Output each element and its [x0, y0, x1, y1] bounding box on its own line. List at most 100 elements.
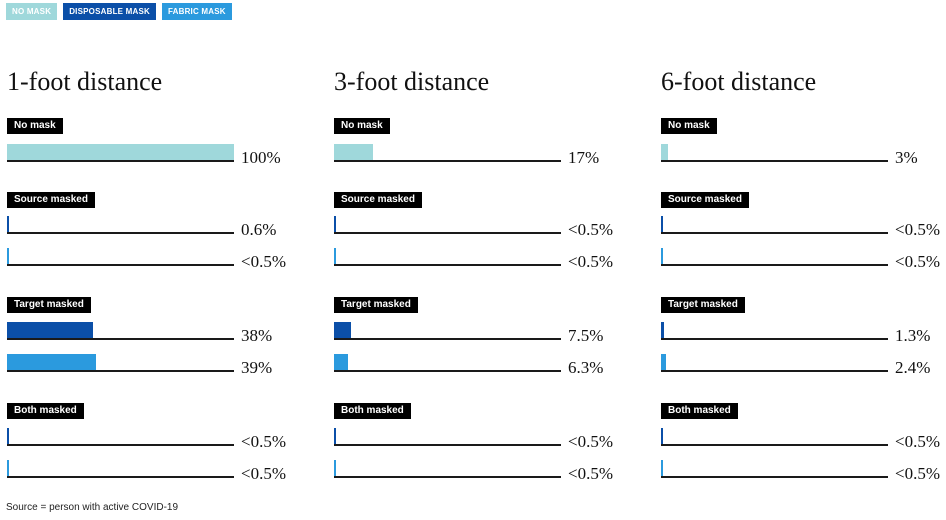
bar-baseline: [7, 460, 234, 478]
bar-baseline: [661, 354, 888, 372]
footnote: Source = person with active COVID-19: [6, 502, 179, 513]
bar-row: 0.6%: [7, 214, 307, 239]
bar: [334, 248, 336, 264]
chart-title: 1-foot distance: [7, 67, 163, 96]
bar-value-label: 100%: [241, 148, 281, 167]
bar: [7, 460, 9, 476]
bar-row: 1.3%: [661, 320, 946, 345]
bar: [661, 322, 664, 338]
bar-row: 7.5%: [334, 320, 634, 345]
bar-value-label: <0.5%: [895, 220, 940, 239]
group-label: No mask: [661, 118, 717, 134]
bar-baseline: [7, 322, 234, 340]
group-label: Source masked: [661, 192, 749, 208]
bar: [7, 322, 93, 338]
bar-value-label: 6.3%: [568, 358, 604, 377]
bar-baseline: [7, 428, 234, 446]
bar: [7, 216, 9, 232]
chart-panel: 3-foot distance No mask 17% Source masked <0…: [334, 0, 634, 500]
bar-value-label: <0.5%: [568, 432, 613, 451]
group-label: Both masked: [661, 403, 738, 419]
bar-value-label: <0.5%: [895, 464, 940, 483]
bar: [661, 248, 663, 264]
bar: [7, 354, 96, 370]
bar-row: <0.5%: [334, 214, 634, 239]
bar-baseline: [661, 248, 888, 266]
bar-row: 100%: [7, 142, 307, 167]
bar-row: <0.5%: [7, 246, 307, 271]
bar-row: <0.5%: [661, 426, 946, 451]
bar: [334, 460, 336, 476]
bar-baseline: [661, 322, 888, 340]
chart-panel: 6-foot distance No mask 3% Source masked <0.…: [661, 0, 946, 500]
group-label: Both masked: [334, 403, 411, 419]
legend: NO MASK DISPOSABLE MASK FABRIC MASK: [6, 3, 232, 20]
bar: [661, 460, 663, 476]
bar: [661, 428, 663, 444]
bar-row: <0.5%: [7, 426, 307, 451]
bar-row: 6.3%: [334, 352, 634, 377]
bar-value-label: <0.5%: [568, 220, 613, 239]
bar-value-label: <0.5%: [568, 464, 613, 483]
group-label: No mask: [7, 118, 63, 134]
bar: [7, 428, 9, 444]
bar-row: <0.5%: [661, 214, 946, 239]
bar-row: 17%: [334, 142, 634, 167]
bar-baseline: [7, 216, 234, 234]
bar-baseline: [7, 248, 234, 266]
bar-value-label: <0.5%: [895, 432, 940, 451]
bar-baseline: [334, 354, 561, 372]
group-label: Source masked: [7, 192, 95, 208]
bar-baseline: [661, 144, 888, 162]
bar-row: <0.5%: [334, 246, 634, 271]
bar-baseline: [7, 354, 234, 372]
bar: [7, 144, 234, 160]
bar-value-label: <0.5%: [241, 464, 286, 483]
bar-value-label: <0.5%: [568, 252, 613, 271]
bar-baseline: [661, 216, 888, 234]
bar-row: 3%: [661, 142, 946, 167]
bar-value-label: 2.4%: [895, 358, 931, 377]
chart-title: 3-foot distance: [334, 67, 490, 96]
bar: [661, 354, 666, 370]
bar-baseline: [334, 322, 561, 340]
bar-value-label: <0.5%: [241, 252, 286, 271]
bar-value-label: 3%: [895, 148, 918, 167]
bar-baseline: [7, 144, 234, 162]
group-label: Target masked: [7, 297, 91, 313]
bar-value-label: 7.5%: [568, 326, 604, 345]
legend-item-disposable-mask: DISPOSABLE MASK: [63, 3, 156, 20]
bar: [334, 144, 373, 160]
bar-baseline: [661, 460, 888, 478]
bar-value-label: 1.3%: [895, 326, 931, 345]
bar-value-label: <0.5%: [895, 252, 940, 271]
bar-row: <0.5%: [334, 458, 634, 483]
bar-row: 39%: [7, 352, 307, 377]
group-label: Both masked: [7, 403, 84, 419]
bar-row: <0.5%: [661, 246, 946, 271]
bar-value-label: 39%: [241, 358, 273, 377]
group-label: Source masked: [334, 192, 422, 208]
bar-value-label: <0.5%: [241, 432, 286, 451]
legend-item-fabric-mask: FABRIC MASK: [161, 3, 232, 20]
bar-row: <0.5%: [334, 426, 634, 451]
bar: [661, 216, 663, 232]
bar-row: <0.5%: [661, 458, 946, 483]
bar-row: 2.4%: [661, 352, 946, 377]
bar: [334, 354, 348, 370]
chart-title: 6-foot distance: [661, 67, 817, 96]
bar: [661, 144, 668, 160]
group-label: No mask: [334, 118, 390, 134]
bar-row: <0.5%: [7, 458, 307, 483]
bar-value-label: 17%: [568, 148, 600, 167]
group-label: Target masked: [661, 297, 745, 313]
bar: [334, 322, 351, 338]
bar-baseline: [334, 248, 561, 266]
bar-baseline: [334, 428, 561, 446]
bar-baseline: [334, 460, 561, 478]
bar: [334, 216, 336, 232]
legend-item-no-mask: NO MASK: [6, 3, 58, 20]
bar-row: 38%: [7, 320, 307, 345]
group-label: Target masked: [334, 297, 418, 313]
bar: [7, 248, 9, 264]
